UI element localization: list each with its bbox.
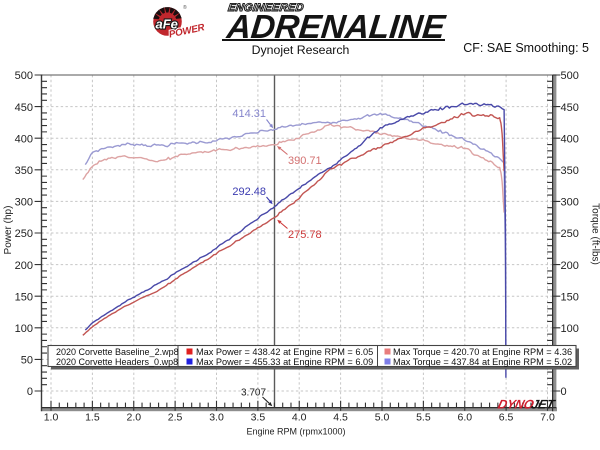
svg-text:Max Torque = 437.84 at Engine: Max Torque = 437.84 at Engine RPM = 5.02 <box>393 357 572 367</box>
svg-text:JET: JET <box>530 398 557 412</box>
svg-text:0: 0 <box>27 386 33 398</box>
svg-text:250: 250 <box>561 228 579 240</box>
svg-text:1.5: 1.5 <box>85 412 100 424</box>
svg-text:500: 500 <box>561 70 579 82</box>
svg-text:292.48: 292.48 <box>232 186 266 198</box>
svg-text:450: 450 <box>561 102 579 114</box>
svg-text:500: 500 <box>15 70 33 82</box>
svg-text:400: 400 <box>561 133 579 145</box>
svg-text:Max Torque = 420.70 at Engine: Max Torque = 420.70 at Engine RPM = 4.36 <box>393 347 572 357</box>
svg-text:4.0: 4.0 <box>292 412 307 424</box>
svg-text:50: 50 <box>21 355 33 367</box>
svg-text:Max Power = 438.42 at Engine R: Max Power = 438.42 at Engine RPM = 6.05 <box>196 347 373 357</box>
svg-text:Torque (ft-lbs): Torque (ft-lbs) <box>590 203 600 265</box>
svg-text:2020 Corvette Baseline_2.wp8: 2020 Corvette Baseline_2.wp8 <box>56 347 179 357</box>
svg-text:aFe: aFe <box>156 17 178 32</box>
svg-text:390.71: 390.71 <box>288 155 322 167</box>
svg-text:100: 100 <box>561 323 579 335</box>
svg-text:450: 450 <box>15 102 33 114</box>
svg-text:414.31: 414.31 <box>232 108 266 120</box>
svg-text:Power (hp): Power (hp) <box>3 206 14 255</box>
svg-text:2.5: 2.5 <box>168 412 183 424</box>
svg-text:400: 400 <box>15 133 33 145</box>
svg-text:Max Power = 455.33 at Engine R: Max Power = 455.33 at Engine RPM = 6.09 <box>196 357 373 367</box>
svg-text:350: 350 <box>15 165 33 177</box>
svg-text:150: 150 <box>15 291 33 303</box>
svg-text:®: ® <box>183 4 187 11</box>
svg-text:275.78: 275.78 <box>288 229 322 241</box>
svg-text:300: 300 <box>15 197 33 209</box>
svg-text:150: 150 <box>561 291 579 303</box>
svg-text:2.0: 2.0 <box>126 412 141 424</box>
svg-text:DYNO: DYNO <box>496 398 535 412</box>
svg-text:200: 200 <box>561 260 579 272</box>
svg-text:4.5: 4.5 <box>333 412 348 424</box>
svg-text:300: 300 <box>561 197 579 209</box>
svg-text:1.0: 1.0 <box>44 412 59 424</box>
svg-text:Engine RPM (rpmx1000): Engine RPM (rpmx1000) <box>246 427 345 437</box>
svg-text:200: 200 <box>15 260 33 272</box>
svg-text:5.0: 5.0 <box>375 412 390 424</box>
svg-text:0: 0 <box>561 386 567 398</box>
svg-text:2020 Corvette Headers_0.wp8: 2020 Corvette Headers_0.wp8 <box>56 357 178 367</box>
svg-text:7.0: 7.0 <box>540 412 555 424</box>
svg-text:6.0: 6.0 <box>457 412 472 424</box>
svg-text:5.5: 5.5 <box>416 412 431 424</box>
svg-text:100: 100 <box>15 323 33 335</box>
svg-text:350: 350 <box>561 165 579 177</box>
svg-text:3.707: 3.707 <box>241 388 266 399</box>
svg-text:6.5: 6.5 <box>499 412 514 424</box>
svg-text:3.5: 3.5 <box>251 412 266 424</box>
svg-text:250: 250 <box>15 228 33 240</box>
svg-text:3.0: 3.0 <box>209 412 224 424</box>
